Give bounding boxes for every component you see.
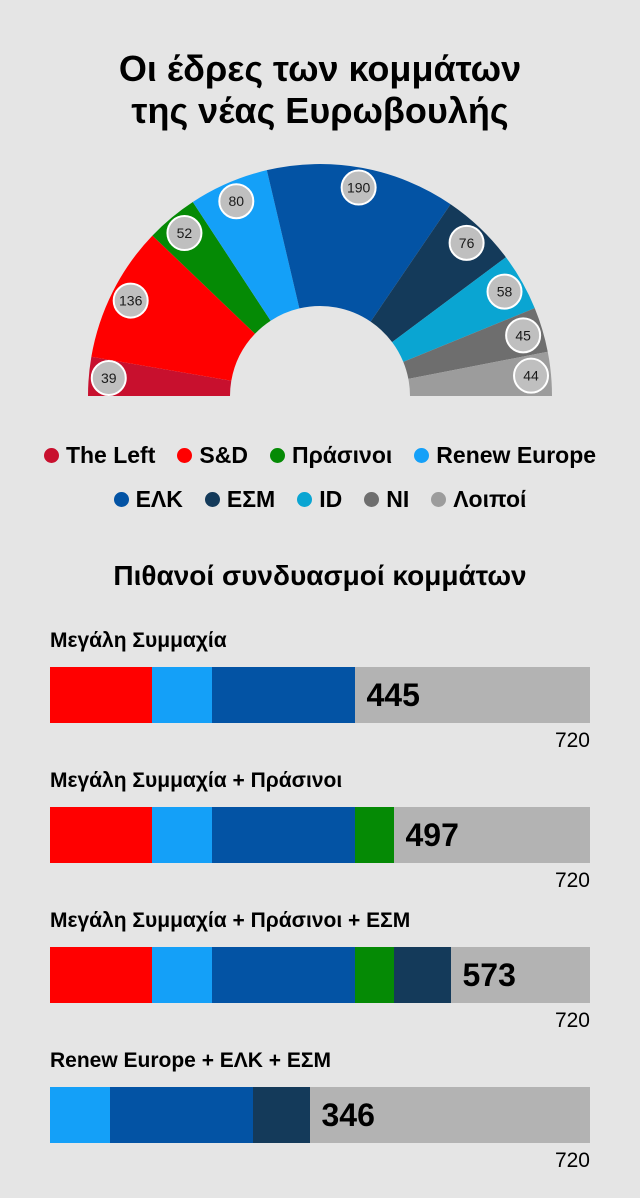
combinations-title: Πιθανοί συνδυασμοί κομμάτων <box>113 560 527 591</box>
combination-1-segment-3 <box>212 667 355 723</box>
legend-item-ni: NI <box>364 486 409 513</box>
legend-row-2: ΕΛΚ ΕΣΜ ID NI Λοιποί <box>0 486 640 513</box>
seat-count-label-ni: 45 <box>515 327 531 343</box>
legend-dot-others <box>431 492 447 507</box>
combination-3-segment-2 <box>152 947 212 1003</box>
seat-count-badge-id <box>486 273 523 310</box>
seat-count-label-left: 39 <box>101 370 117 386</box>
combination-4-segment-1 <box>50 1087 110 1143</box>
chart-title-line1: Οι έδρες των κομμάτων <box>118 48 522 89</box>
legend-item-elk: ΕΛΚ <box>113 486 183 513</box>
seat-count-badge-greens <box>166 215 203 252</box>
combination-2-segment-2 <box>152 807 212 863</box>
legend-label-greens: Πράσινοι <box>291 442 393 468</box>
combination-3-segment-3 <box>212 947 355 1003</box>
seat-count-badge-ni <box>505 317 542 354</box>
combination-bar-4: 346 <box>50 1087 590 1143</box>
seat-count-label-elk: 190 <box>347 180 371 196</box>
combination-4-segment-3 <box>252 1087 310 1143</box>
legend-dot-id <box>297 492 313 507</box>
seat-count-label-greens: 52 <box>177 225 193 241</box>
seat-count-label-others: 44 <box>523 368 539 384</box>
combination-3-segment-5 <box>393 947 451 1003</box>
combination-max-label-4: 720 <box>554 1149 590 1172</box>
combination-max-label-1: 720 <box>554 729 590 752</box>
combination-3-segment-1 <box>50 947 152 1003</box>
combination-1-segment-1 <box>50 667 152 723</box>
seat-count-badge-renew <box>218 183 255 220</box>
chart-title: Οι έδρες των κομμάτων της νέας Ευρωβουλή… <box>0 48 640 132</box>
legend-item-left: The Left <box>43 442 156 469</box>
legend-dot-ni <box>364 492 380 507</box>
combination-2-segment-3 <box>212 807 355 863</box>
legend-label-ni: NI <box>386 486 410 512</box>
legend-item-greens: Πράσινοι <box>269 442 393 469</box>
legend-dot-elk <box>113 492 129 507</box>
seat-count-label-id: 58 <box>497 284 513 300</box>
combination-bar-1: 445 <box>50 667 590 723</box>
combination-bar-3: 573 <box>50 947 590 1003</box>
seat-count-label-renew: 80 <box>229 193 245 209</box>
combination-bar-2: 497 <box>50 807 590 863</box>
combination-2-segment-1 <box>50 807 152 863</box>
combination-total-2: 497 <box>405 817 459 853</box>
legend-item-id: ID <box>297 486 342 513</box>
legend-label-elk: ΕΛΚ <box>135 486 183 512</box>
legend-row-1: The Left S&D Πράσινοι Renew Europe <box>0 442 640 469</box>
combination-label-4: Renew Europe + ΕΛΚ + ΕΣΜ <box>50 1049 332 1072</box>
seat-count-badge-sd <box>112 282 149 319</box>
combination-1-segment-2 <box>152 667 212 723</box>
legend-dot-greens <box>269 448 285 463</box>
legend-label-esm: ΕΣΜ <box>226 486 276 512</box>
hemicycle-segment-renew <box>192 170 300 321</box>
chart-title-line2: της νέας Ευρωβουλής <box>131 90 509 131</box>
combination-label-1: Μεγάλη Συμμαχία <box>50 629 227 652</box>
legend-label-others: Λοιποί <box>453 486 527 512</box>
legend-item-renew: Renew Europe <box>414 442 596 469</box>
seat-count-label-sd: 136 <box>119 293 143 309</box>
legend-item-sd: S&D <box>177 442 248 469</box>
legend-label-left: The Left <box>65 442 156 468</box>
combination-total-4: 346 <box>321 1097 375 1133</box>
combination-label-2: Μεγάλη Συμμαχία + Πράσινοι <box>50 769 343 792</box>
combination-label-3: Μεγάλη Συμμαχία + Πράσινοι + ΕΣΜ <box>50 909 411 932</box>
seat-count-badge-elk <box>340 169 377 206</box>
hemicycle-baseline <box>0 396 640 410</box>
combination-total-3: 573 <box>462 957 516 993</box>
legend-item-esm: ΕΣΜ <box>204 486 276 513</box>
hemicycle-segment-sd <box>91 235 255 381</box>
legend-dot-esm <box>204 492 220 507</box>
legend-item-others: Λοιποί <box>431 486 526 513</box>
combination-total-1: 445 <box>366 677 420 713</box>
legend-dot-left <box>43 448 59 463</box>
seat-count-badge-left <box>90 359 127 396</box>
legend-label-sd: S&D <box>199 442 248 468</box>
seat-count-badge-esm <box>448 224 485 261</box>
combination-max-label-3: 720 <box>554 1009 590 1032</box>
legend-dot-renew <box>414 448 430 463</box>
legend-dot-sd <box>177 448 193 463</box>
combination-2-segment-4 <box>354 807 394 863</box>
seat-count-label-esm: 76 <box>459 235 475 251</box>
legend-label-id: ID <box>319 486 343 512</box>
hemicycle-segment-elk <box>266 164 451 322</box>
combination-max-label-2: 720 <box>554 869 590 892</box>
hemicycle-chart: 39 136 52 80 190 76 58 45 44 <box>0 164 640 410</box>
legend-label-renew: Renew Europe <box>436 442 597 468</box>
seat-count-badge-others <box>513 357 550 394</box>
combination-4-segment-2 <box>110 1087 253 1143</box>
combination-3-segment-4 <box>354 947 394 1003</box>
